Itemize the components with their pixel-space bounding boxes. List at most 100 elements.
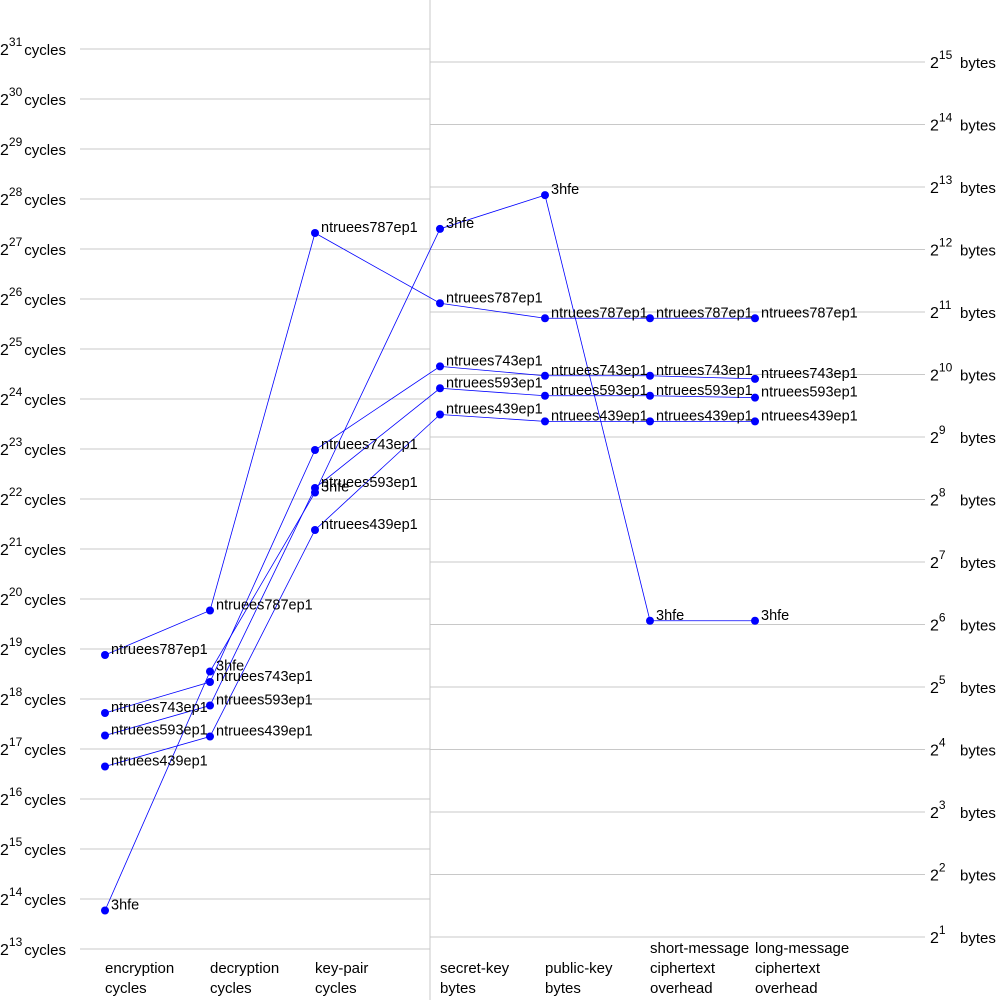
data-point-ntruees787ep1: [646, 314, 654, 323]
right-axis-tick-label: 22: [930, 861, 946, 885]
right-axis-tick-label: 212: [930, 236, 953, 260]
data-point-ntruees787ep1: [206, 606, 214, 615]
data-point-ntruees743ep1: [101, 709, 109, 717]
axis-layer: 213 cycles 214 cycles 215 cycles 216 cycles 217 c…: [0, 35, 996, 959]
category-label: decryption cycles: [210, 960, 279, 997]
right-axis-unit-label: bytes: [960, 493, 996, 510]
data-point-ntruees439ep1: [311, 526, 319, 534]
right-axis-unit-label: bytes: [960, 805, 996, 822]
data-point-label: 3hfe: [111, 898, 139, 914]
data-point-ntruees439ep1: [646, 417, 654, 426]
data-point-label: ntruees743ep1: [446, 353, 543, 369]
data-point-label: ntruees787ep1: [321, 220, 418, 236]
category-label: long-message ciphertext overhead: [755, 940, 849, 997]
data-point-ntruees593ep1: [436, 384, 444, 393]
right-axis-unit-label: bytes: [960, 180, 996, 197]
data-point-ntruees787ep1: [751, 314, 759, 323]
data-point-label: ntruees439ep1: [216, 724, 313, 740]
data-point-ntruees743ep1: [206, 678, 214, 686]
data-point-3hfe: [206, 667, 214, 676]
category-label-layer: encryption cycles decryption cycles key-pair…: [105, 940, 849, 997]
right-axis-unit-label: bytes: [960, 430, 996, 447]
data-point-label: 3hfe: [446, 216, 474, 232]
right-axis-unit-label: bytes: [960, 55, 996, 72]
data-point-ntruees743ep1: [436, 362, 444, 371]
right-axis-unit-label: bytes: [960, 868, 996, 885]
right-axis-tick-label: 215: [930, 48, 953, 72]
left-axis-tick-label: 220 cycles: [0, 585, 66, 609]
data-point-label: ntruees439ep1: [111, 754, 208, 770]
right-axis-tick-label: 26: [930, 611, 946, 635]
data-point-label: ntruees593ep1: [321, 475, 418, 491]
right-axis-unit-label: bytes: [960, 118, 996, 135]
data-point-label: ntruees593ep1: [656, 383, 753, 399]
point-layer: [101, 191, 759, 915]
data-point-label: ntruees743ep1: [111, 700, 208, 716]
data-point-label: 3hfe: [656, 608, 684, 624]
data-point-label: ntruees439ep1: [321, 517, 418, 533]
data-point-ntruees743ep1: [646, 371, 654, 380]
data-point-ntruees593ep1: [541, 391, 549, 400]
right-axis-unit-label: bytes: [960, 618, 996, 635]
data-point-label: ntruees439ep1: [761, 408, 858, 424]
category-label: public-key bytes: [545, 960, 613, 997]
left-axis-tick-label: 224 cycles: [0, 385, 66, 409]
data-point-label: ntruees787ep1: [446, 290, 543, 306]
data-point-label: 3hfe: [761, 608, 789, 624]
data-point-ntruees787ep1: [541, 314, 549, 323]
data-point-ntruees439ep1: [541, 417, 549, 426]
right-axis-tick-label: 29: [930, 423, 946, 447]
data-point-ntruees743ep1: [751, 374, 759, 383]
data-point-ntruees439ep1: [101, 762, 109, 771]
left-axis-tick-label: 223 cycles: [0, 435, 66, 459]
data-point-ntruees593ep1: [206, 701, 214, 710]
data-point-3hfe: [436, 224, 444, 233]
right-axis-unit-label: bytes: [960, 743, 996, 760]
data-point-label: ntruees743ep1: [321, 437, 418, 453]
data-point-label: ntruees439ep1: [551, 408, 648, 424]
data-point-label: 3hfe: [216, 659, 244, 675]
right-axis-tick-label: 23: [930, 798, 946, 822]
left-axis-tick-label: 215 cycles: [0, 835, 66, 859]
category-label: short-message ciphertext overhead: [650, 940, 749, 997]
data-point-3hfe: [101, 906, 109, 915]
right-axis-tick-label: 211: [930, 298, 952, 322]
data-point-ntruees787ep1: [311, 229, 319, 237]
left-axis-tick-label: 231 cycles: [0, 35, 66, 59]
right-axis-unit-label: bytes: [960, 368, 996, 385]
data-point-label: ntruees787ep1: [216, 598, 313, 614]
left-axis-tick-label: 226 cycles: [0, 285, 66, 309]
right-axis-tick-label: 21: [930, 923, 946, 947]
left-axis-tick-label: 229 cycles: [0, 135, 66, 159]
data-point-label: ntruees787ep1: [761, 305, 858, 321]
data-point-ntruees439ep1: [751, 417, 759, 426]
left-axis-tick-label: 214 cycles: [0, 885, 66, 909]
data-point-label: ntruees743ep1: [551, 363, 648, 379]
right-axis-unit-label: bytes: [960, 930, 996, 947]
data-point-label: ntruees593ep1: [551, 383, 648, 399]
data-point-ntruees743ep1: [541, 371, 549, 380]
left-axis-tick-label: 227 cycles: [0, 235, 66, 259]
data-point-label: ntruees593ep1: [111, 723, 208, 739]
right-axis-unit-label: bytes: [960, 243, 996, 260]
category-label: secret-key bytes: [440, 960, 510, 997]
data-point-ntruees593ep1: [751, 393, 759, 402]
data-point-label: ntruees593ep1: [446, 375, 543, 391]
left-axis-tick-label: 213 cycles: [0, 935, 66, 959]
left-axis-tick-label: 218 cycles: [0, 685, 66, 709]
category-label: key-pair cycles: [315, 960, 368, 997]
data-point-label: ntruees787ep1: [111, 642, 208, 658]
data-point-label: ntruees593ep1: [216, 693, 313, 709]
right-axis-tick-label: 214: [930, 111, 953, 135]
left-axis-tick-label: 230 cycles: [0, 85, 66, 109]
data-point-label: ntruees593ep1: [761, 385, 858, 401]
right-axis-tick-label: 25: [930, 673, 946, 697]
data-point-label: ntruees743ep1: [216, 669, 313, 685]
data-point-ntruees787ep1: [101, 651, 109, 659]
right-axis-tick-label: 27: [930, 548, 946, 572]
left-axis-tick-label: 225 cycles: [0, 335, 66, 359]
left-axis-tick-label: 217 cycles: [0, 735, 66, 759]
data-point-3hfe: [646, 616, 654, 625]
grid-layer: [80, 0, 925, 1000]
left-axis-tick-label: 221 cycles: [0, 535, 66, 559]
